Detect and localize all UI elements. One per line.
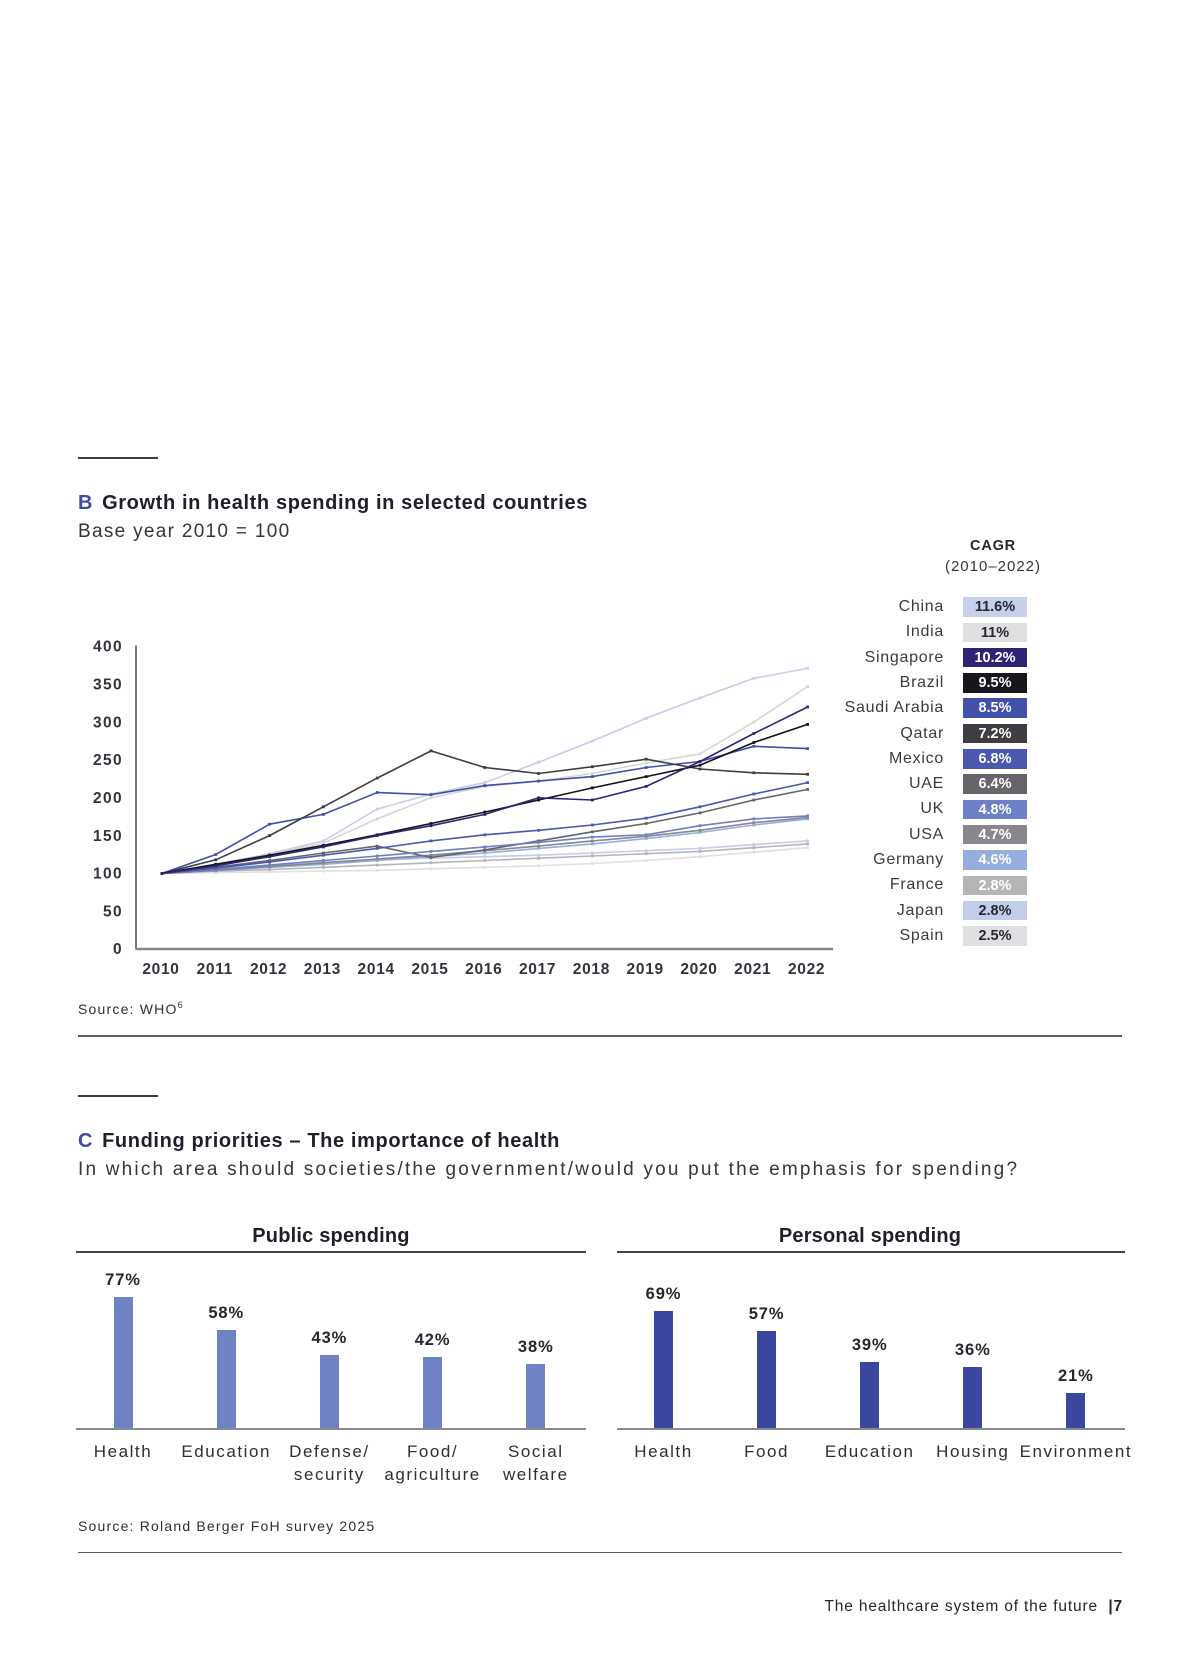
svg-text:2018: 2018 bbox=[573, 961, 610, 978]
svg-text:0: 0 bbox=[113, 941, 123, 958]
svg-text:100: 100 bbox=[93, 866, 123, 883]
svg-text:300: 300 bbox=[93, 714, 123, 731]
svg-text:400: 400 bbox=[93, 639, 123, 656]
svg-text:2015: 2015 bbox=[411, 961, 448, 978]
svg-text:2012: 2012 bbox=[250, 961, 287, 978]
svg-text:2021: 2021 bbox=[734, 961, 771, 978]
svg-text:2020: 2020 bbox=[680, 961, 717, 978]
svg-text:2013: 2013 bbox=[304, 961, 341, 978]
svg-text:250: 250 bbox=[93, 752, 123, 769]
svg-text:2014: 2014 bbox=[358, 961, 395, 978]
svg-text:2019: 2019 bbox=[627, 961, 664, 978]
svg-text:50: 50 bbox=[103, 903, 123, 920]
svg-text:2022: 2022 bbox=[788, 961, 825, 978]
svg-text:2016: 2016 bbox=[465, 961, 502, 978]
svg-text:2010: 2010 bbox=[142, 961, 179, 978]
svg-text:150: 150 bbox=[93, 828, 123, 845]
svg-text:2011: 2011 bbox=[197, 961, 233, 978]
svg-text:200: 200 bbox=[93, 790, 123, 807]
svg-text:350: 350 bbox=[93, 677, 123, 694]
svg-text:2017: 2017 bbox=[519, 961, 556, 978]
